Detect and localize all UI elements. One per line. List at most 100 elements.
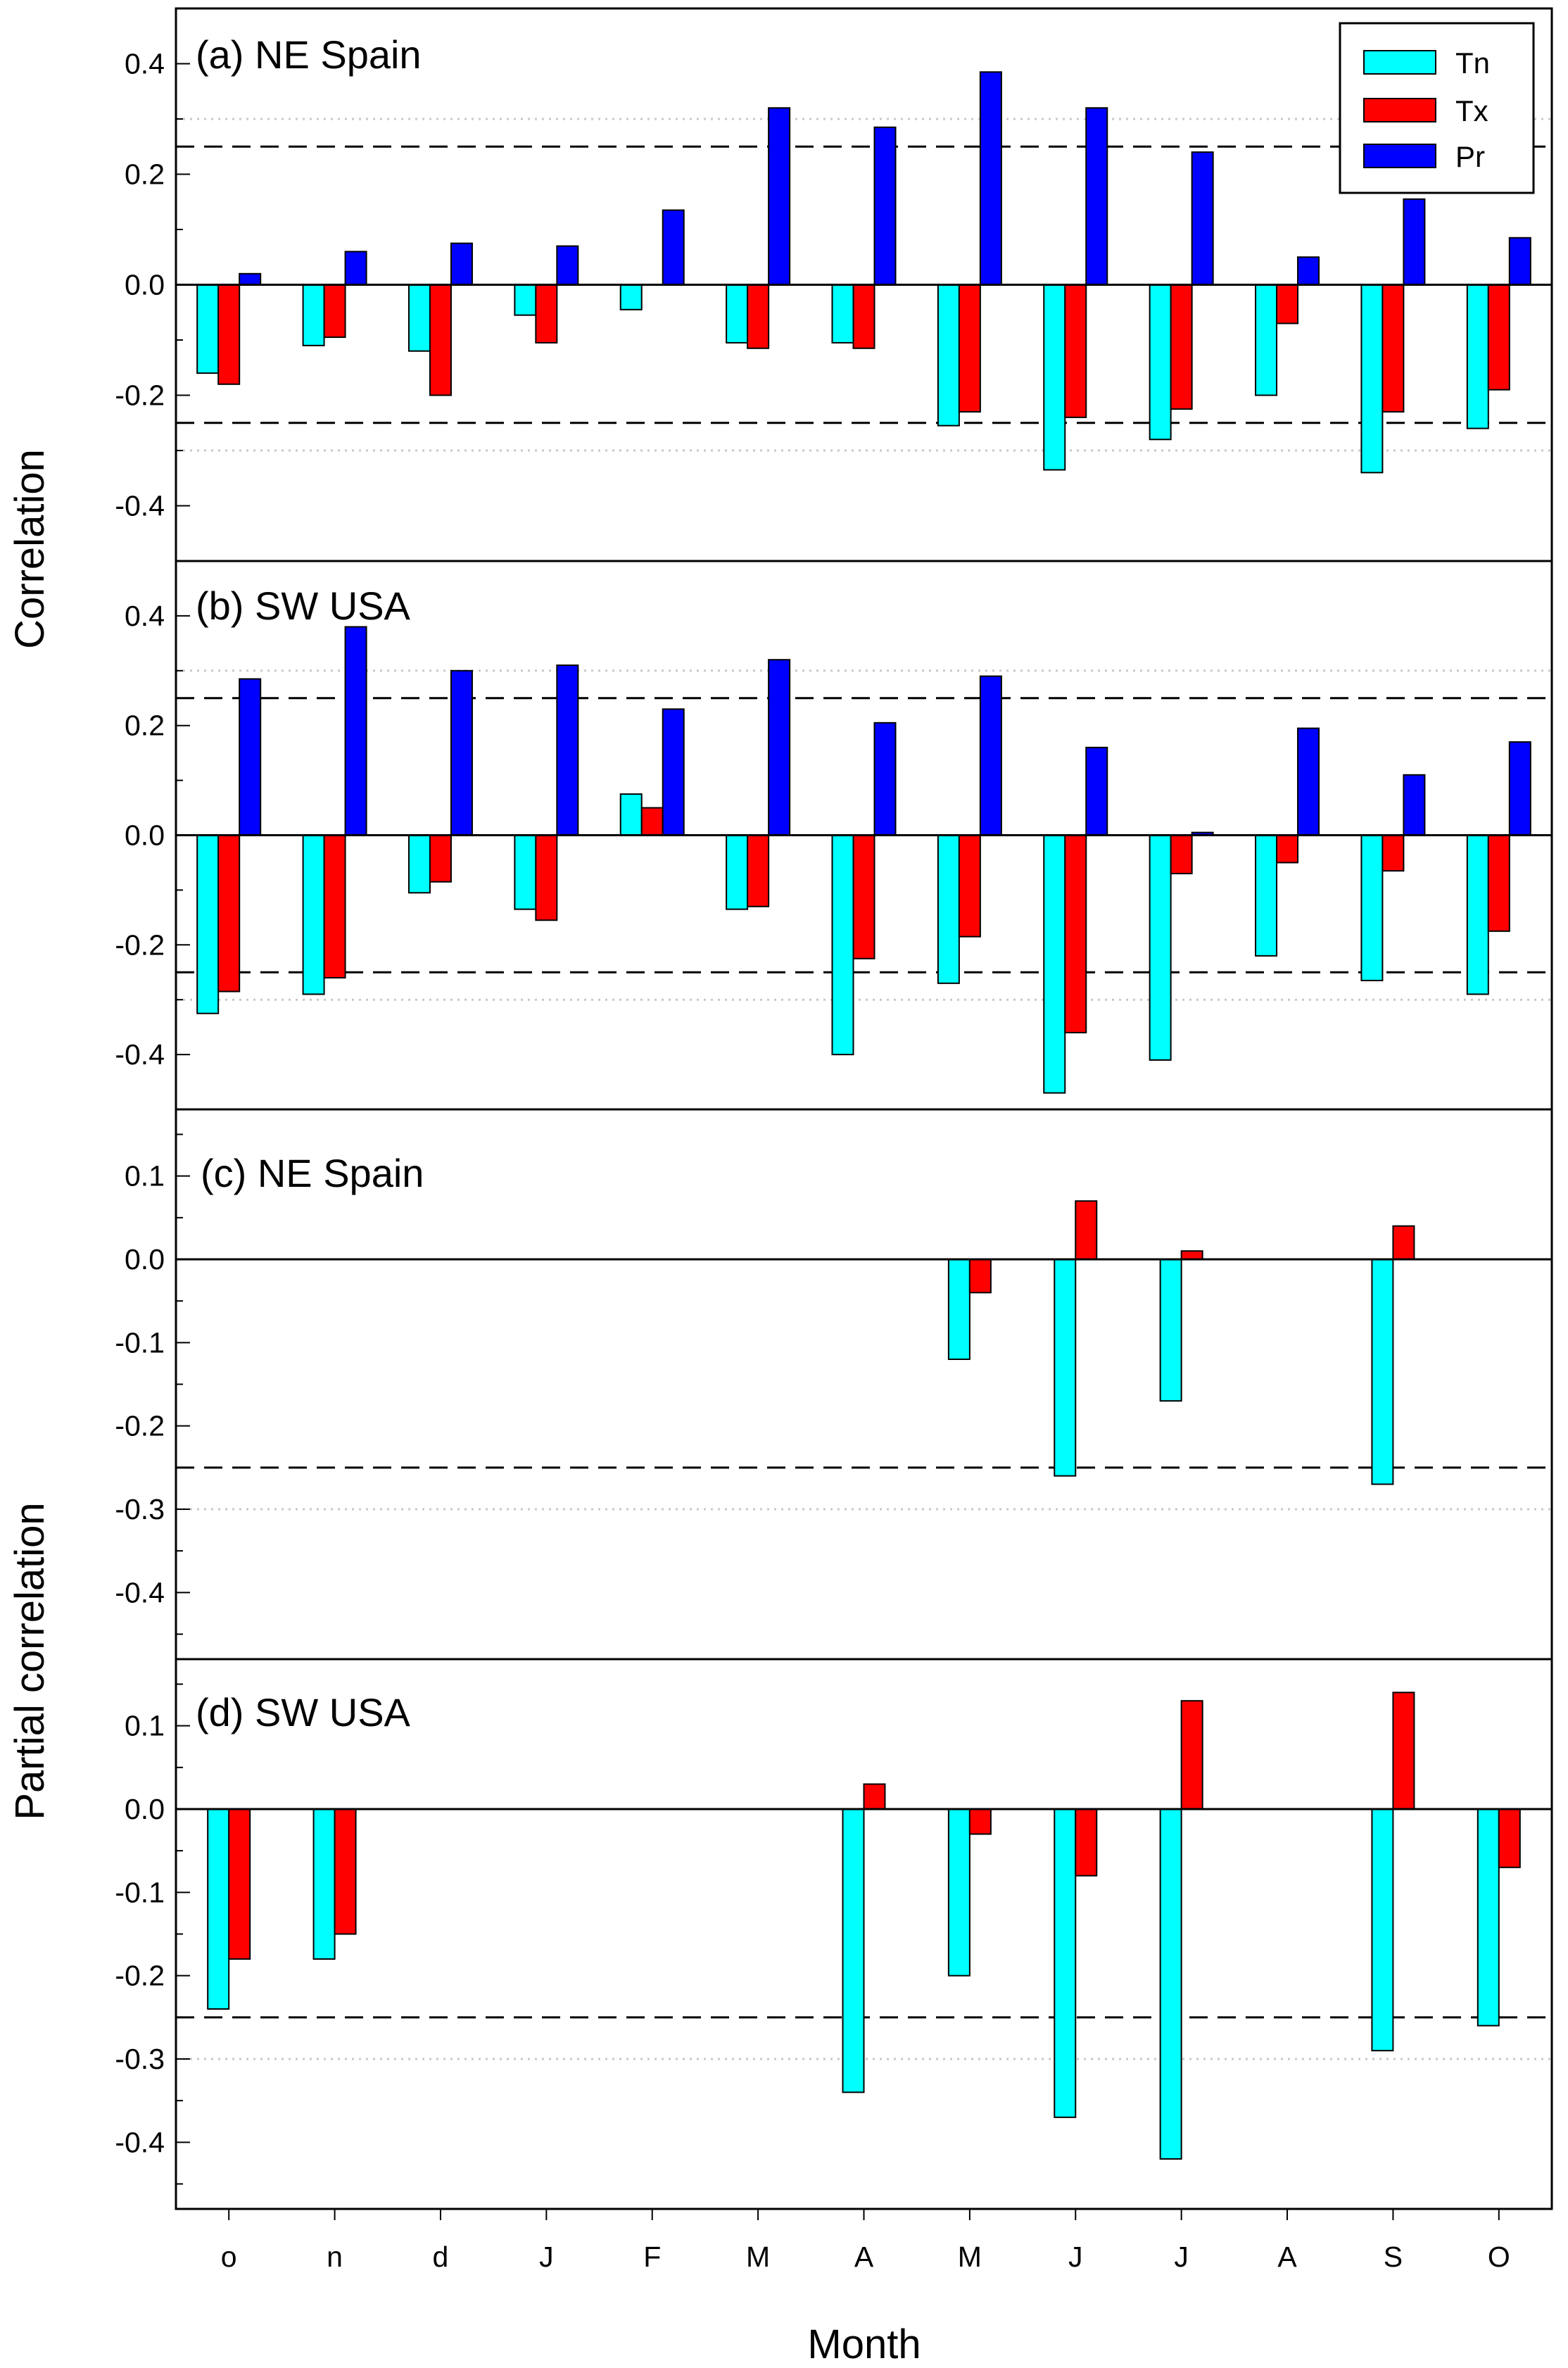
bar-tn-11 xyxy=(1255,284,1278,396)
bar-tn-8 xyxy=(937,834,960,984)
bar-tx-8 xyxy=(968,1808,992,1835)
bar-tx-10 xyxy=(1170,834,1193,875)
bar-pr-7 xyxy=(873,722,897,836)
ylabel-partial-correlation: Partial correlation xyxy=(7,1502,53,1820)
bar-tn-9 xyxy=(1043,834,1066,1094)
xtick-label: O xyxy=(1488,2241,1510,2273)
legend: Tn Tx Pr xyxy=(1339,22,1535,194)
ytick-label: 0.0 xyxy=(125,1793,165,1825)
bar-tn-13 xyxy=(1466,834,1489,995)
xtick-label: J xyxy=(539,2241,554,2273)
bar-tx-10 xyxy=(1180,1700,1203,1810)
legend-swatch-tn xyxy=(1363,50,1436,75)
xtick-label: A xyxy=(1277,2241,1297,2273)
bar-pr-12 xyxy=(1403,774,1426,836)
ytick-label: -0.1 xyxy=(115,1326,165,1359)
bar-tx-9 xyxy=(1064,834,1087,1033)
ytick-label: -0.3 xyxy=(115,2043,165,2075)
bar-tn-8 xyxy=(947,1259,970,1360)
bar-tn-9 xyxy=(1054,1808,1077,2118)
bar-tx-1 xyxy=(228,1808,251,1960)
ytick-label: -0.4 xyxy=(115,1576,165,1608)
legend-swatch-pr xyxy=(1363,144,1436,168)
xtick-label: J xyxy=(1068,2241,1083,2273)
legend-item-tx: Tx xyxy=(1363,94,1488,127)
ytick-label: 0.0 xyxy=(125,819,165,852)
bar-tn-7 xyxy=(831,284,854,344)
panel-b: -0.4 -0.2 0.0 0.2 0.4 (b) SW USA xyxy=(115,560,1553,1111)
bar-tx-11 xyxy=(1276,834,1299,864)
bar-tn-12 xyxy=(1360,834,1384,981)
ytick-label: -0.3 xyxy=(115,1493,165,1525)
bar-tx-13 xyxy=(1487,834,1510,932)
bar-tn-10 xyxy=(1159,1808,1182,2160)
bar-tn-12 xyxy=(1360,284,1384,474)
bar-pr-13 xyxy=(1508,741,1531,836)
bar-tx-8 xyxy=(958,834,981,938)
bar-tn-12 xyxy=(1371,1259,1394,1485)
legend-label-tx: Tx xyxy=(1455,94,1488,127)
legend-label-tn: Tn xyxy=(1455,46,1490,80)
bar-tn-5 xyxy=(619,793,643,836)
bar-pr-2 xyxy=(344,251,367,286)
bar-tx-9 xyxy=(1064,284,1087,418)
bar-tn-10 xyxy=(1149,284,1172,441)
xtick-label: n xyxy=(327,2241,343,2273)
bar-tx-13 xyxy=(1487,284,1510,391)
panel-title: (b) SW USA xyxy=(196,584,411,628)
bar-tn-3 xyxy=(407,284,431,352)
bar-tx-2 xyxy=(334,1808,357,1935)
bar-tx-8 xyxy=(968,1259,992,1294)
ytick-label: -0.2 xyxy=(115,928,165,961)
xtick-label: d xyxy=(433,2241,449,2273)
bar-tx-4 xyxy=(535,284,558,344)
bar-pr-12 xyxy=(1403,198,1426,286)
bar-pr-9 xyxy=(1085,746,1108,836)
bar-tn-11 xyxy=(1255,834,1278,957)
bar-tn-12 xyxy=(1371,1808,1394,2052)
bar-tn-10 xyxy=(1159,1259,1182,1402)
bar-pr-5 xyxy=(662,708,685,836)
xtick-label: S xyxy=(1384,2241,1403,2273)
bar-tx-1 xyxy=(217,834,241,993)
bar-tx-8 xyxy=(958,284,981,413)
ytick-label: -0.1 xyxy=(115,1876,165,1908)
xlabel-month: Month xyxy=(807,2322,921,2367)
ytick-label: 0.4 xyxy=(125,48,165,80)
bar-tx-11 xyxy=(1276,284,1299,325)
ytick-label: -0.4 xyxy=(115,2126,165,2158)
bar-pr-2 xyxy=(344,626,367,836)
bar-pr-9 xyxy=(1085,107,1108,286)
bar-tx-12 xyxy=(1382,834,1405,872)
bar-tx-6 xyxy=(747,284,770,349)
ytick-label: -0.2 xyxy=(115,1410,165,1442)
bar-pr-10 xyxy=(1191,151,1214,286)
bar-tx-12 xyxy=(1392,1225,1415,1260)
bar-tn-13 xyxy=(1466,284,1489,429)
bar-pr-11 xyxy=(1297,256,1320,286)
bar-tx-2 xyxy=(323,834,346,979)
panel-title: (d) SW USA xyxy=(196,1690,411,1734)
ytick-label: -0.2 xyxy=(115,1960,165,1992)
bar-tn-5 xyxy=(619,284,643,310)
bar-tx-10 xyxy=(1170,284,1193,410)
legend-label-pr: Pr xyxy=(1455,140,1485,173)
bar-tx-5 xyxy=(640,807,664,836)
panel-title: (a) NE Spain xyxy=(196,32,422,77)
bar-pr-1 xyxy=(239,272,262,286)
bar-tn-13 xyxy=(1477,1808,1500,2027)
bar-tn-4 xyxy=(514,284,537,316)
bar-tn-1 xyxy=(196,834,220,1014)
bar-pr-3 xyxy=(450,242,473,286)
bar-pr-6 xyxy=(768,107,791,286)
xtick-label: F xyxy=(643,2241,661,2273)
bar-tn-2 xyxy=(312,1808,336,1960)
chart-panels: -0.4 -0.2 0.0 0.2 0.4 (a) NE Spain -0.4 -0.2 0.0… xyxy=(115,7,1553,2273)
bar-tn-2 xyxy=(302,284,325,346)
ytick-label: 0.2 xyxy=(125,158,165,191)
ytick-label: 0.2 xyxy=(125,710,165,742)
ytick-label: 0.0 xyxy=(125,1243,165,1276)
ytick-label: 0.4 xyxy=(125,600,165,632)
bar-tx-10 xyxy=(1180,1250,1203,1260)
